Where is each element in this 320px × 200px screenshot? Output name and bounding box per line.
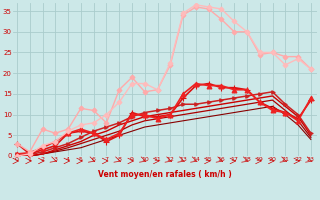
X-axis label: Vent moyen/en rafales ( km/h ): Vent moyen/en rafales ( km/h ) [98,170,232,179]
